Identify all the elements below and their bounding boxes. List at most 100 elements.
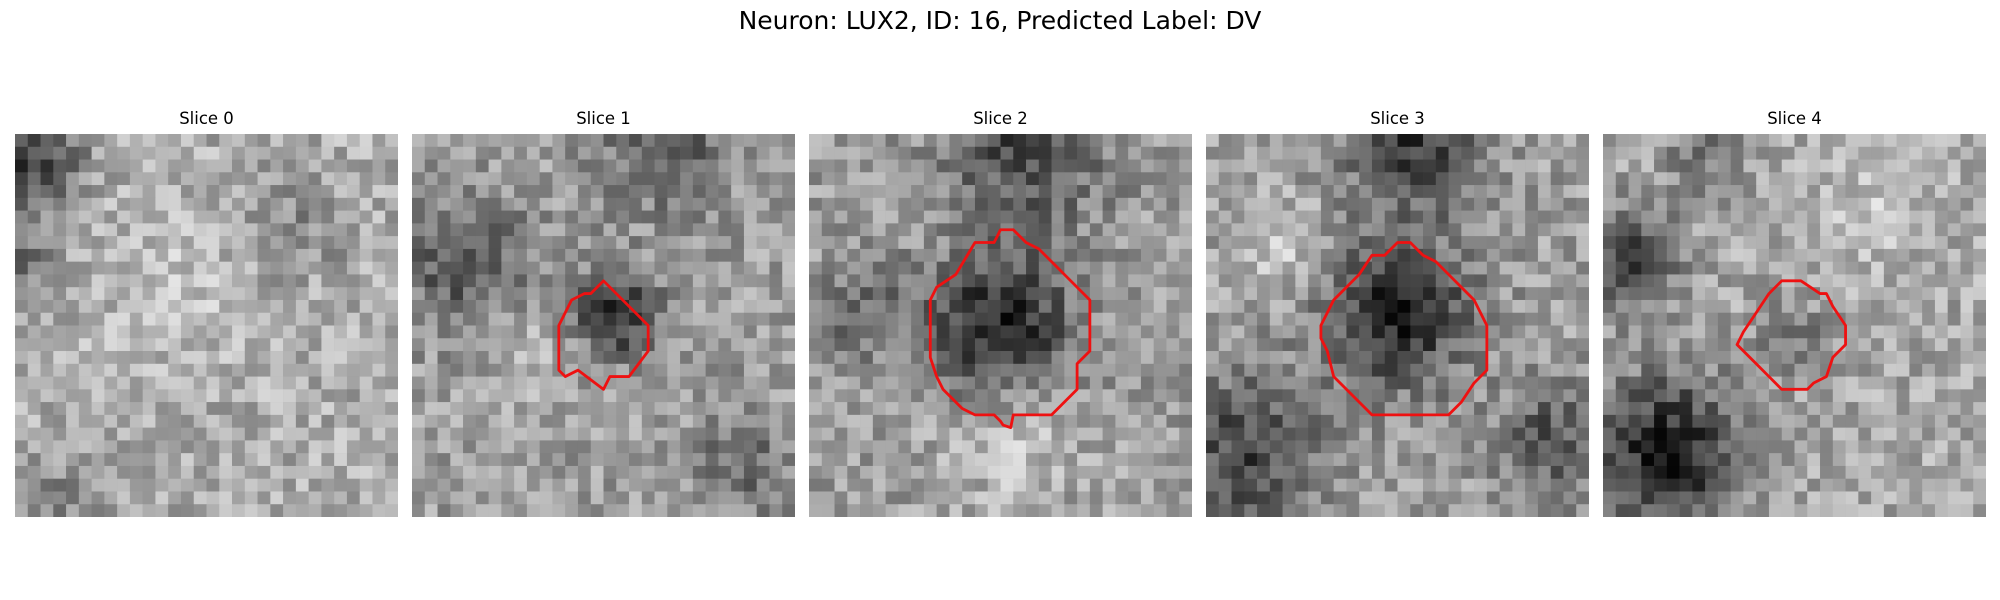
image-pixel [1537,338,1551,352]
image-pixel [1960,389,1974,403]
image-pixel [1934,261,1948,275]
image-pixel [1333,248,1347,262]
image-pixel [603,146,617,160]
image-pixel [731,376,745,390]
image-pixel [1089,172,1103,186]
image-pixel [769,236,783,250]
image-pixel [1871,299,1885,313]
image-pixel [847,453,861,467]
image-pixel [1909,236,1923,250]
image-pixel [168,402,182,416]
image-pixel [1973,453,1986,467]
image-pixel [743,274,757,288]
image-pixel [565,134,579,148]
image-pixel [731,504,745,517]
image-pixel [359,504,373,517]
image-pixel [1320,185,1334,199]
image-pixel [539,504,553,517]
image-pixel [1845,210,1859,224]
image-pixel [219,351,233,365]
image-pixel [1820,236,1834,250]
image-pixel [526,146,540,160]
image-pixel [1576,376,1589,390]
image-pixel [321,427,335,441]
image-pixel [1435,440,1449,454]
image-pixel [1641,389,1655,403]
image-pixel [692,465,706,479]
image-pixel [501,134,515,148]
image-pixel [244,185,258,199]
image-pixel [577,134,591,148]
image-pixel [1153,248,1167,262]
image-pixel [911,453,925,467]
image-pixel [1768,185,1782,199]
image-pixel [936,478,950,492]
image-pixel [1038,440,1052,454]
image-pixel [1102,223,1116,237]
image-pixel [923,440,937,454]
image-pixel [385,440,398,454]
image-pixel [91,210,105,224]
image-pixel [552,427,566,441]
image-pixel [718,376,732,390]
image-pixel [1218,210,1232,224]
image-pixel [219,389,233,403]
image-pixel [1231,134,1245,148]
image-pixel [450,338,464,352]
image-pixel [142,402,156,416]
image-pixel [334,325,348,339]
image-pixel [1461,453,1475,467]
image-pixel [1346,363,1360,377]
image-pixel [705,465,719,479]
image-pixel [1499,223,1513,237]
image-pixel [1371,351,1385,365]
image-pixel [514,134,528,148]
image-pixel [1960,172,1974,186]
image-pixel [949,210,963,224]
image-pixel [1947,338,1961,352]
image-pixel [577,414,591,428]
image-pixel [539,197,553,211]
image-pixel [91,236,105,250]
image-pixel [1064,261,1078,275]
image-pixel [40,325,54,339]
image-pixel [1397,261,1411,275]
image-pixel [219,440,233,454]
image-pixel [1153,465,1167,479]
image-pixel [1359,185,1373,199]
image-pixel [1371,389,1385,403]
image-pixel [1820,134,1834,148]
image-pixel [641,236,655,250]
image-pixel [872,197,886,211]
image-pixel [193,287,207,301]
image-pixel [334,389,348,403]
image-pixel [872,146,886,160]
image-pixel [1794,287,1808,301]
image-pixel [450,363,464,377]
image-pixel [1692,197,1706,211]
image-pixel [1832,146,1846,160]
image-pixel [219,504,233,517]
image-pixel [1089,389,1103,403]
image-pixel [539,223,553,237]
image-pixel [769,376,783,390]
image-pixel [1499,338,1513,352]
image-pixel [756,402,770,416]
image-pixel [1026,261,1040,275]
image-pixel [1512,351,1526,365]
image-pixel [1550,146,1564,160]
image-pixel [1231,223,1245,237]
image-pixel [1320,504,1334,517]
image-pixel [1820,197,1834,211]
image-pixel [1115,325,1129,339]
image-pixel [1410,453,1424,467]
image-pixel [692,440,706,454]
image-pixel [463,389,477,403]
image-pixel [834,312,848,326]
image-pixel [667,414,681,428]
image-pixel [1461,504,1475,517]
image-pixel [1359,210,1373,224]
image-pixel [1666,261,1680,275]
image-pixel [1282,402,1296,416]
image-pixel [1679,185,1693,199]
